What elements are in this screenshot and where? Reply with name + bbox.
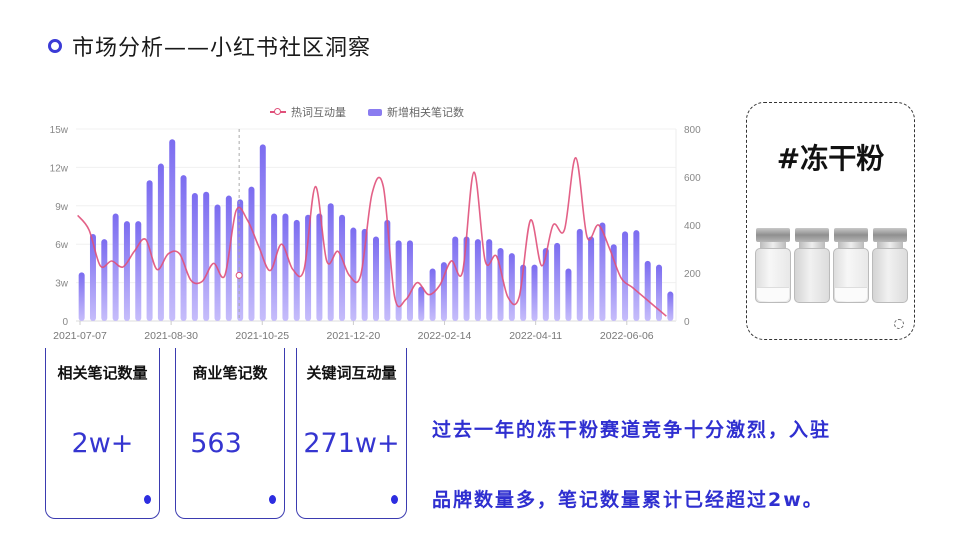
vials-image: [755, 228, 908, 303]
svg-text:2021-08-30: 2021-08-30: [144, 330, 198, 342]
svg-text:400: 400: [684, 221, 701, 232]
summary-line-2: 品牌数量多，笔记数量累计已经超过2w。: [432, 489, 824, 511]
summary-text: 过去一年的冻干粉赛道竞争十分激烈，入驻 品牌数量多，笔记数量累计已经超过2w。: [432, 395, 922, 535]
svg-text:9w: 9w: [55, 202, 69, 213]
chart-legend: 热词互动量 新增相关笔记数: [270, 104, 486, 120]
vial-icon: [833, 228, 869, 303]
stat-value: 2w+: [71, 428, 134, 459]
svg-text:2021-12-20: 2021-12-20: [327, 330, 381, 342]
corner-circle-icon: [894, 319, 904, 329]
stat-label: 关键词互动量: [306, 364, 397, 382]
svg-text:3w: 3w: [55, 279, 69, 290]
bullet-circle-icon: [48, 39, 62, 53]
svg-text:2022-06-06: 2022-06-06: [600, 330, 654, 342]
topic-tag-title: #冻干粉: [776, 142, 885, 175]
stat-card-keyword-interactions: 关键词互动量 271w+: [296, 348, 407, 519]
topic-tag-box: #冻干粉: [746, 102, 915, 340]
svg-text:200: 200: [684, 269, 701, 280]
svg-text:2021-10-25: 2021-10-25: [235, 330, 289, 342]
svg-text:0: 0: [684, 317, 690, 328]
legend-bar-label: 新增相关笔记数: [387, 106, 464, 119]
chart-canvas: 0 3w 6w 9w 12w 15w 0 200 400 600 800 2021-07-07 2021…: [50, 125, 701, 342]
legend-line-label: 热词互动量: [291, 106, 346, 119]
summary-line-1: 过去一年的冻干粉赛道竞争十分激烈，入驻: [432, 419, 832, 441]
page-header: 市场分析——小红书社区洞察: [48, 30, 371, 62]
svg-text:600: 600: [684, 173, 701, 184]
svg-text:0: 0: [62, 317, 68, 328]
dot-icon: [391, 495, 398, 504]
stat-card-related-notes: 相关笔记数量 2w+: [45, 348, 160, 519]
line-marker-icon: [270, 108, 286, 115]
page-title: 市场分析——小红书社区洞察: [72, 36, 372, 61]
svg-text:15w: 15w: [50, 125, 69, 136]
stat-value: 563: [190, 428, 242, 459]
vial-icon: [872, 228, 908, 303]
stat-label: 商业笔记数: [192, 364, 268, 382]
dot-icon: [269, 495, 276, 504]
svg-text:12w: 12w: [50, 163, 69, 174]
svg-text:2022-02-14: 2022-02-14: [418, 330, 472, 342]
vial-icon: [755, 228, 791, 303]
svg-text:6w: 6w: [55, 240, 69, 251]
stat-card-commercial-notes: 商业笔记数 563: [175, 348, 285, 519]
dot-icon: [144, 495, 151, 504]
stat-value: 271w+: [303, 428, 400, 459]
stat-label: 相关笔记数量: [57, 364, 148, 382]
bar-marker-icon: [368, 108, 382, 116]
svg-text:800: 800: [684, 125, 701, 136]
combo-chart: 0 3w 6w 9w 12w 15w 0 200 400 600 800 2021-07-07 2021…: [0, 95, 720, 350]
svg-text:2022-04-11: 2022-04-11: [509, 330, 562, 342]
vial-icon: [794, 228, 830, 303]
legend-item-bar[interactable]: 新增相关笔记数: [368, 104, 464, 120]
svg-text:2021-07-07: 2021-07-07: [53, 330, 107, 342]
legend-item-line[interactable]: 热词互动量: [270, 104, 346, 120]
